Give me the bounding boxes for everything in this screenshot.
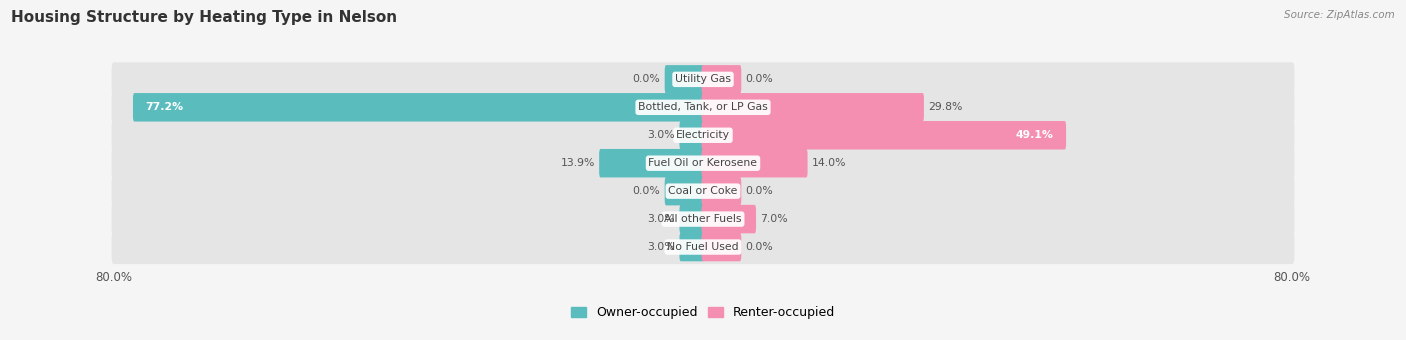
Text: No Fuel Used: No Fuel Used bbox=[668, 242, 738, 252]
Text: 0.0%: 0.0% bbox=[745, 242, 773, 252]
Text: 3.0%: 3.0% bbox=[647, 242, 675, 252]
FancyBboxPatch shape bbox=[665, 177, 704, 205]
FancyBboxPatch shape bbox=[111, 146, 1295, 180]
Text: Source: ZipAtlas.com: Source: ZipAtlas.com bbox=[1284, 10, 1395, 20]
Legend: Owner-occupied, Renter-occupied: Owner-occupied, Renter-occupied bbox=[567, 301, 839, 324]
FancyBboxPatch shape bbox=[679, 121, 704, 150]
FancyBboxPatch shape bbox=[702, 121, 1066, 150]
FancyBboxPatch shape bbox=[111, 174, 1295, 208]
FancyBboxPatch shape bbox=[702, 205, 756, 233]
FancyBboxPatch shape bbox=[111, 202, 1295, 236]
FancyBboxPatch shape bbox=[665, 65, 704, 94]
FancyBboxPatch shape bbox=[111, 62, 1295, 97]
Text: 3.0%: 3.0% bbox=[647, 130, 675, 140]
FancyBboxPatch shape bbox=[702, 149, 807, 177]
FancyBboxPatch shape bbox=[679, 233, 704, 261]
FancyBboxPatch shape bbox=[679, 205, 704, 233]
Text: Electricity: Electricity bbox=[676, 130, 730, 140]
Text: 0.0%: 0.0% bbox=[633, 74, 661, 84]
Text: 13.9%: 13.9% bbox=[561, 158, 595, 168]
Text: 49.1%: 49.1% bbox=[1015, 130, 1053, 140]
Text: 7.0%: 7.0% bbox=[761, 214, 789, 224]
FancyBboxPatch shape bbox=[599, 149, 704, 177]
Text: Fuel Oil or Kerosene: Fuel Oil or Kerosene bbox=[648, 158, 758, 168]
FancyBboxPatch shape bbox=[111, 90, 1295, 124]
FancyBboxPatch shape bbox=[702, 233, 741, 261]
Text: 14.0%: 14.0% bbox=[813, 158, 846, 168]
Text: 3.0%: 3.0% bbox=[647, 214, 675, 224]
Text: 0.0%: 0.0% bbox=[745, 74, 773, 84]
Text: 0.0%: 0.0% bbox=[745, 186, 773, 196]
FancyBboxPatch shape bbox=[111, 230, 1295, 264]
FancyBboxPatch shape bbox=[702, 177, 741, 205]
FancyBboxPatch shape bbox=[702, 93, 924, 122]
Text: Coal or Coke: Coal or Coke bbox=[668, 186, 738, 196]
Text: 0.0%: 0.0% bbox=[633, 186, 661, 196]
FancyBboxPatch shape bbox=[702, 65, 741, 94]
Text: 77.2%: 77.2% bbox=[145, 102, 184, 112]
Text: Housing Structure by Heating Type in Nelson: Housing Structure by Heating Type in Nel… bbox=[11, 10, 398, 25]
Text: All other Fuels: All other Fuels bbox=[664, 214, 742, 224]
FancyBboxPatch shape bbox=[134, 93, 704, 122]
Text: 29.8%: 29.8% bbox=[928, 102, 963, 112]
Text: Utility Gas: Utility Gas bbox=[675, 74, 731, 84]
Text: Bottled, Tank, or LP Gas: Bottled, Tank, or LP Gas bbox=[638, 102, 768, 112]
FancyBboxPatch shape bbox=[111, 118, 1295, 152]
